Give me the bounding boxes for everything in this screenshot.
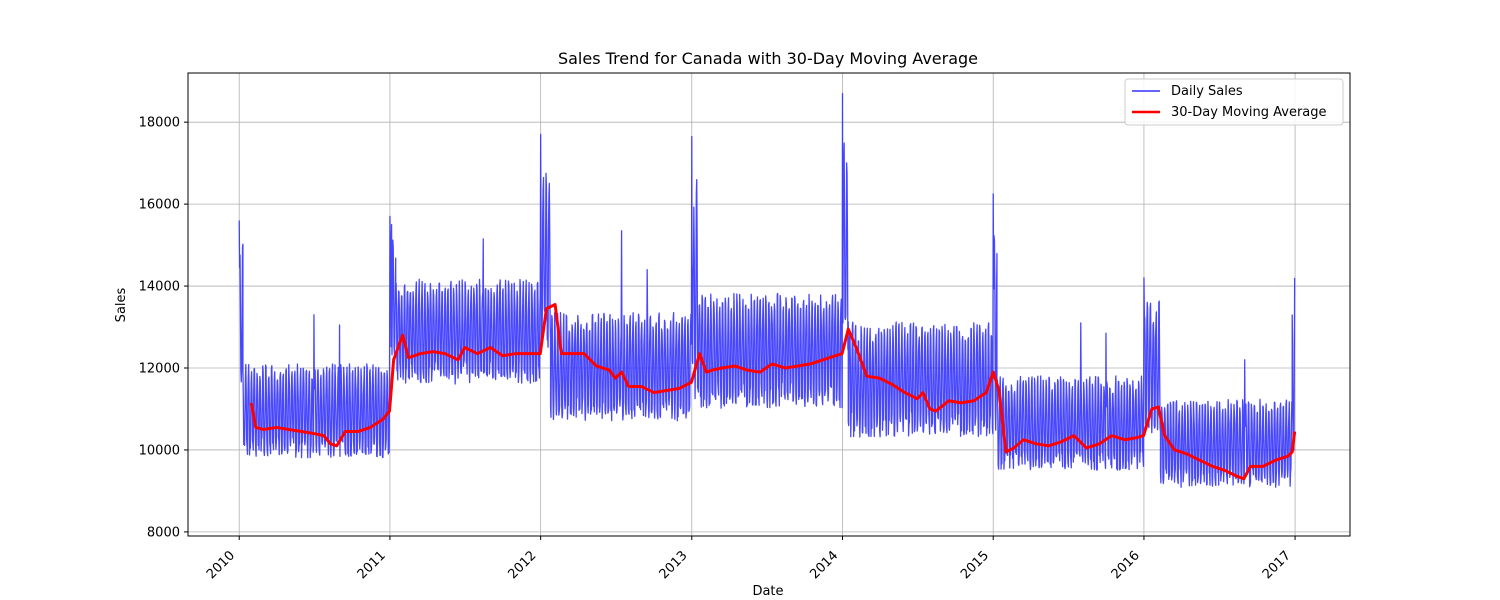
x-axis-label: Date bbox=[752, 584, 783, 599]
legend-label-daily-sales: Daily Sales bbox=[1171, 84, 1243, 99]
legend-label-moving-average: 30-Day Moving Average bbox=[1171, 105, 1327, 120]
y-tick-label: 18000 bbox=[139, 116, 180, 131]
plot-frame bbox=[187, 72, 1351, 537]
y-tick-label: 14000 bbox=[139, 280, 180, 295]
daily-sales-line bbox=[238, 92, 1296, 488]
y-tick-label: 10000 bbox=[139, 443, 180, 458]
moving-average-line bbox=[249, 303, 1297, 481]
daily-sales-series bbox=[238, 92, 1296, 488]
y-axis-ticks: 8000 10000 12000 14000 16000 18000 bbox=[139, 116, 188, 540]
y-tick-label: 8000 bbox=[147, 525, 180, 540]
chart-title: Sales Trend for Canada with 30-Day Movin… bbox=[558, 49, 978, 68]
y-tick-label: 12000 bbox=[139, 362, 180, 377]
moving-average-series bbox=[249, 303, 1297, 481]
legend: Daily Sales 30-Day Moving Average bbox=[1124, 78, 1344, 126]
y-axis-label: Sales bbox=[114, 287, 129, 322]
legend-box bbox=[1124, 78, 1344, 126]
x-axis-ticks: 2010 2011 2012 2013 2014 2015 2016 2017 bbox=[204, 536, 1296, 582]
y-tick-label: 16000 bbox=[139, 198, 180, 213]
